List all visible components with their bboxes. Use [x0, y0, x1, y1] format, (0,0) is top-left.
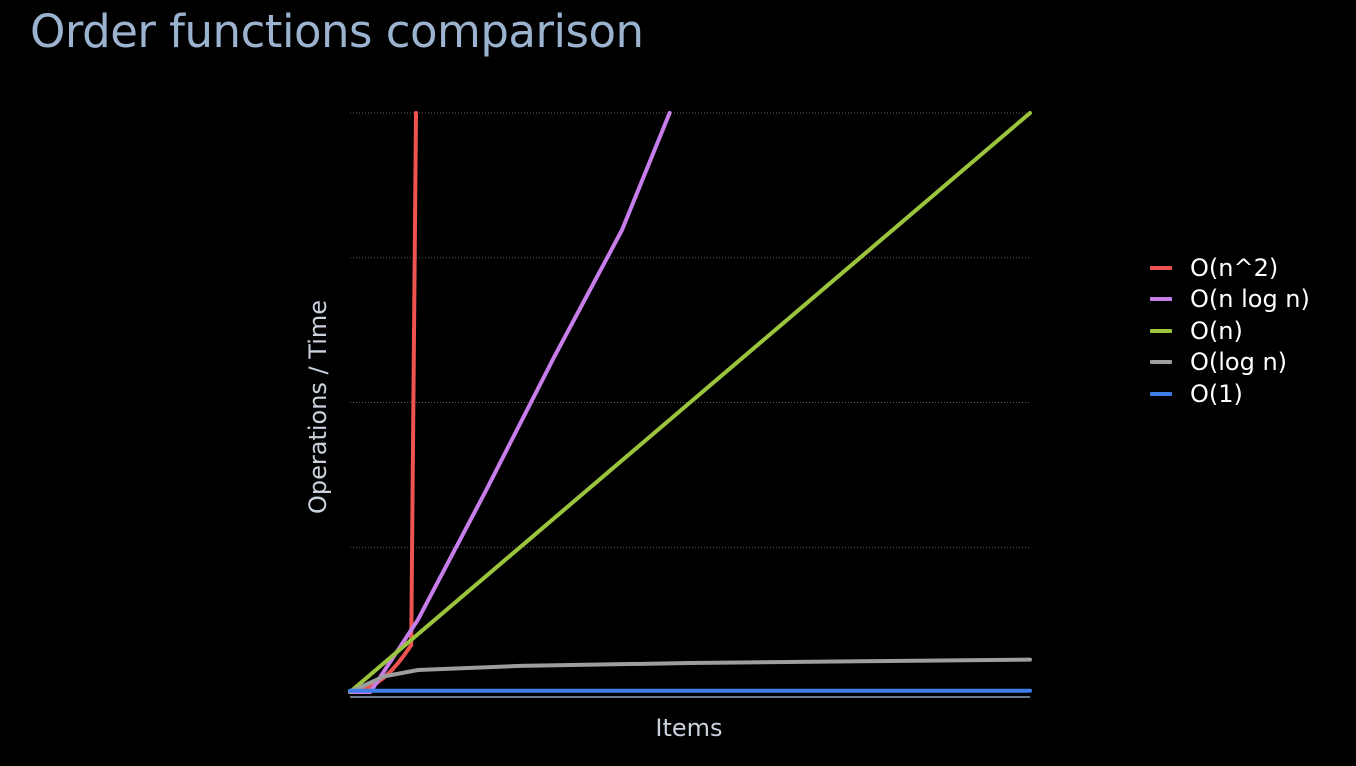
grid-lines — [350, 112, 1030, 548]
legend: O(n^2) O(n log n) O(n) O(log n) O(1) — [1150, 252, 1310, 410]
series-lines — [348, 111, 1032, 694]
legend-item: O(n) — [1150, 315, 1310, 347]
legend-item: O(n log n) — [1150, 284, 1310, 316]
legend-swatch — [1150, 265, 1172, 270]
legend-swatch — [1150, 391, 1172, 396]
legend-swatch — [1150, 297, 1172, 302]
legend-item: O(1) — [1150, 378, 1310, 410]
legend-swatch — [1150, 360, 1172, 365]
legend-item: O(n^2) — [1150, 252, 1310, 284]
x-axis-label: Items — [655, 714, 722, 742]
y-axis-label: Operations / Time — [304, 300, 332, 514]
legend-label: O(n log n) — [1190, 285, 1310, 314]
series-line-n — [348, 111, 1032, 694]
legend-label: O(n^2) — [1190, 253, 1279, 282]
legend-swatch — [1150, 328, 1172, 333]
legend-label: O(log n) — [1190, 348, 1288, 377]
legend-label: O(n) — [1190, 316, 1243, 345]
series-line-log-n — [348, 657, 1032, 694]
page-title: Order functions comparison — [30, 5, 644, 58]
legend-label: O(1) — [1190, 379, 1243, 408]
legend-item: O(log n) — [1150, 347, 1310, 379]
